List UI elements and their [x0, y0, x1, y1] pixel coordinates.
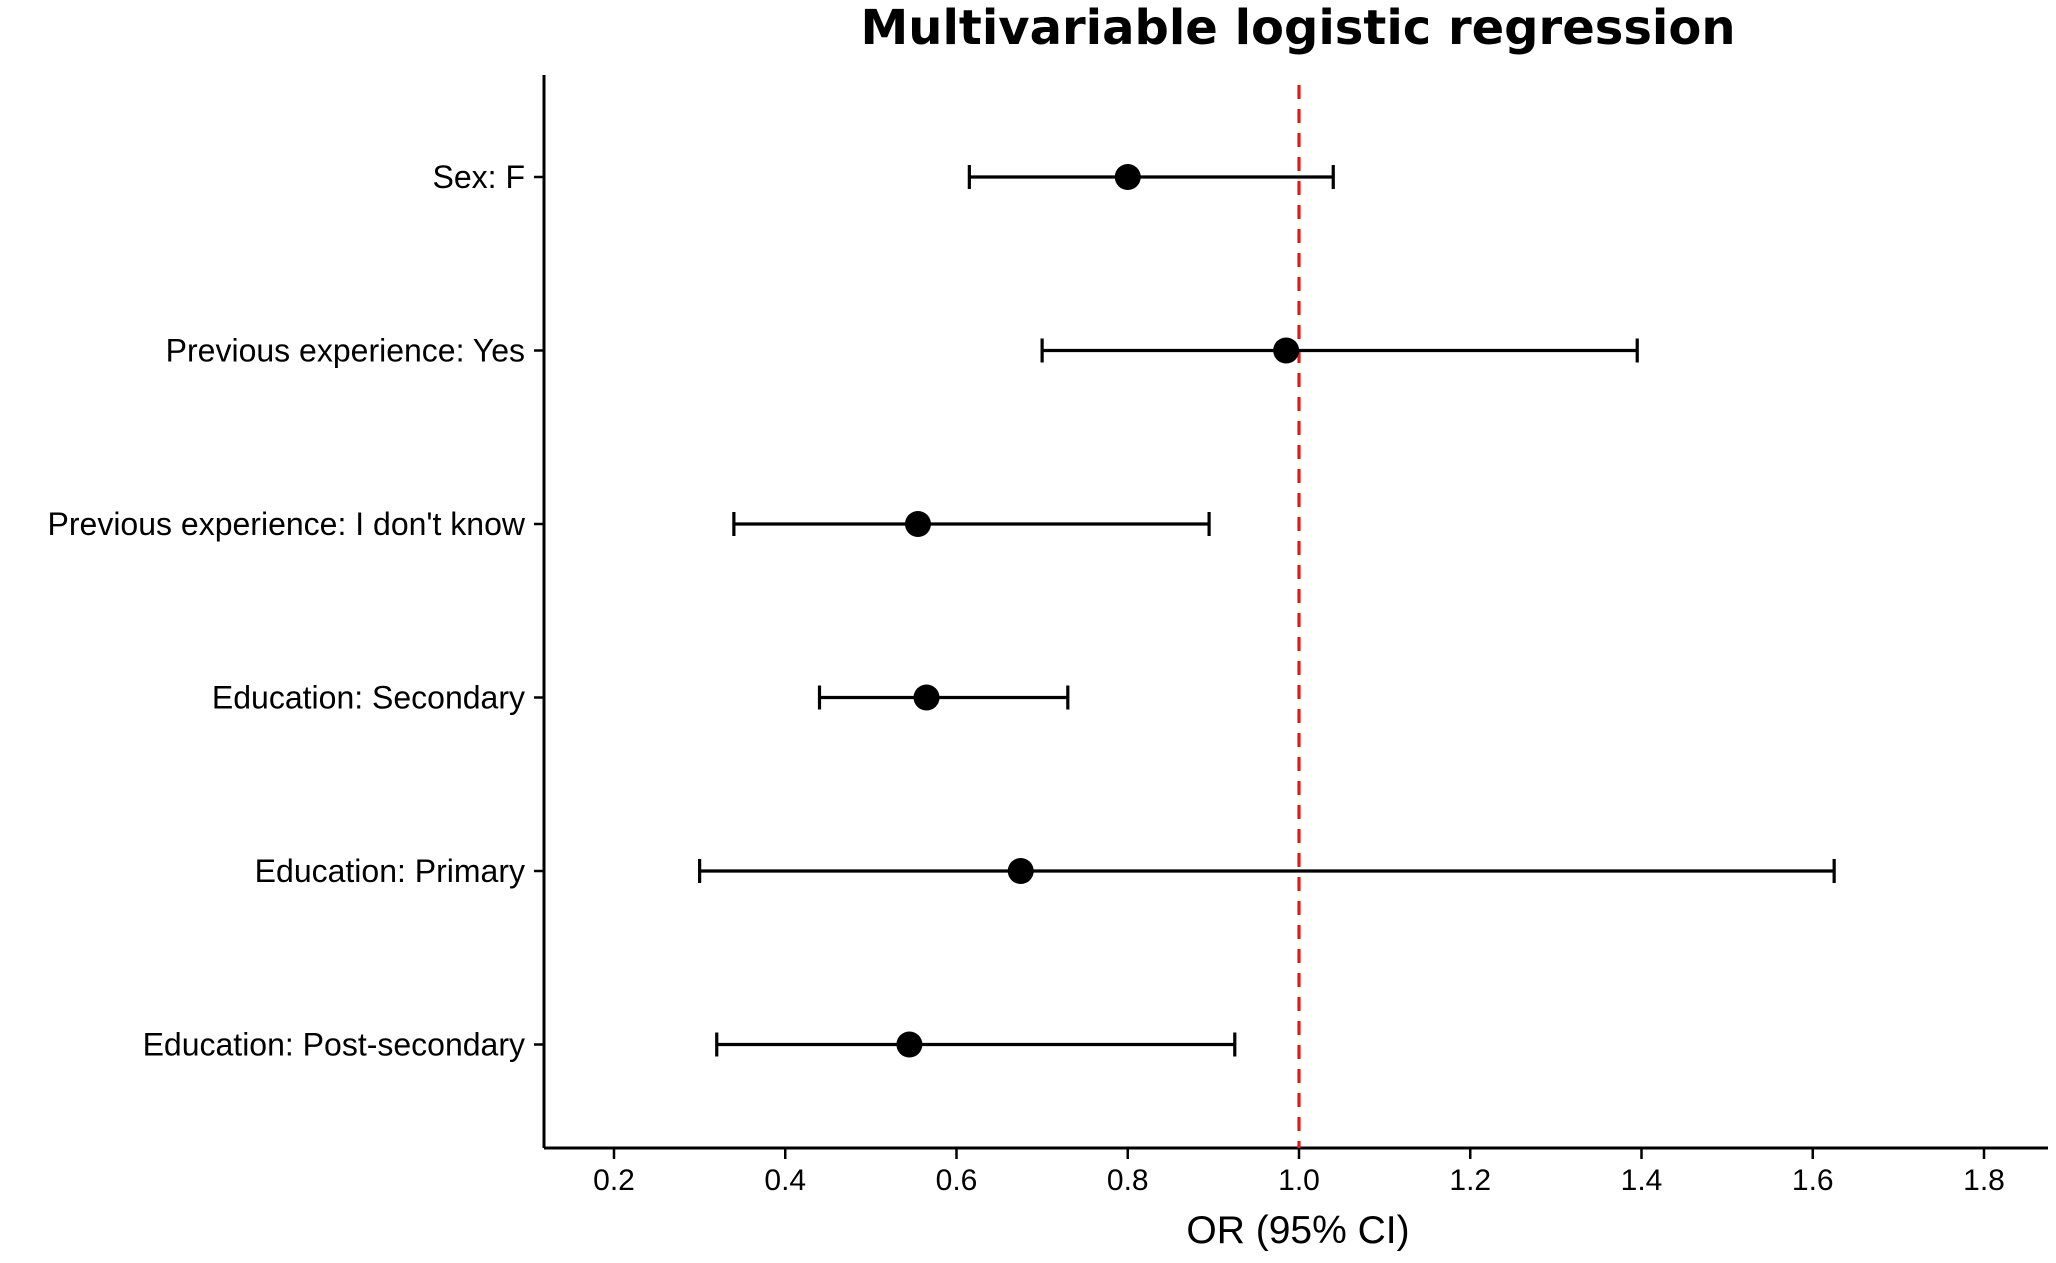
- x-axis-label: OR (95% CI): [1186, 1209, 1409, 1252]
- point-estimate: [896, 1031, 923, 1058]
- estimate-rows: [698, 164, 1836, 1058]
- estimate-row: [715, 1031, 1237, 1058]
- estimate-row: [817, 684, 1070, 711]
- estimate-row: [732, 511, 1211, 537]
- x-tick-label: 0.4: [764, 1164, 806, 1197]
- point-estimate: [1273, 337, 1300, 364]
- estimate-row: [967, 164, 1335, 190]
- row-label: Previous experience: I don't know: [48, 506, 526, 542]
- row-label: Sex: F: [433, 159, 525, 195]
- row-label: Education: Secondary: [212, 680, 525, 716]
- row-label: Education: Post-secondary: [143, 1027, 525, 1063]
- estimate-row: [698, 858, 1836, 884]
- x-tick-label: 1.2: [1449, 1164, 1491, 1197]
- x-tick-label: 1.8: [1963, 1164, 2005, 1197]
- x-tick-label: 1.0: [1278, 1164, 1320, 1197]
- x-tick-label: 1.4: [1621, 1164, 1663, 1197]
- point-estimate: [1007, 858, 1034, 884]
- row-label: Previous experience: Yes: [166, 333, 525, 369]
- row-label: Education: Primary: [255, 853, 525, 889]
- chart-title: Multivariable logistic regression: [861, 0, 1736, 56]
- x-tick-label: 0.8: [1107, 1164, 1149, 1197]
- x-tick-label: 0.2: [593, 1164, 635, 1197]
- x-tick-label: 1.6: [1792, 1164, 1834, 1197]
- point-estimate: [1114, 164, 1141, 190]
- estimate-row: [1040, 337, 1639, 364]
- point-estimate: [904, 511, 931, 537]
- point-estimate: [913, 684, 940, 711]
- y-axis-ticks: Sex: F Previous experience: Yes Previous e…: [48, 159, 544, 1063]
- x-tick-label: 0.6: [936, 1164, 978, 1197]
- x-axis-ticks: 0.2 0.4 0.6 0.8 1.0 1.2 1.4 1.6 1.8: [593, 1148, 2005, 1197]
